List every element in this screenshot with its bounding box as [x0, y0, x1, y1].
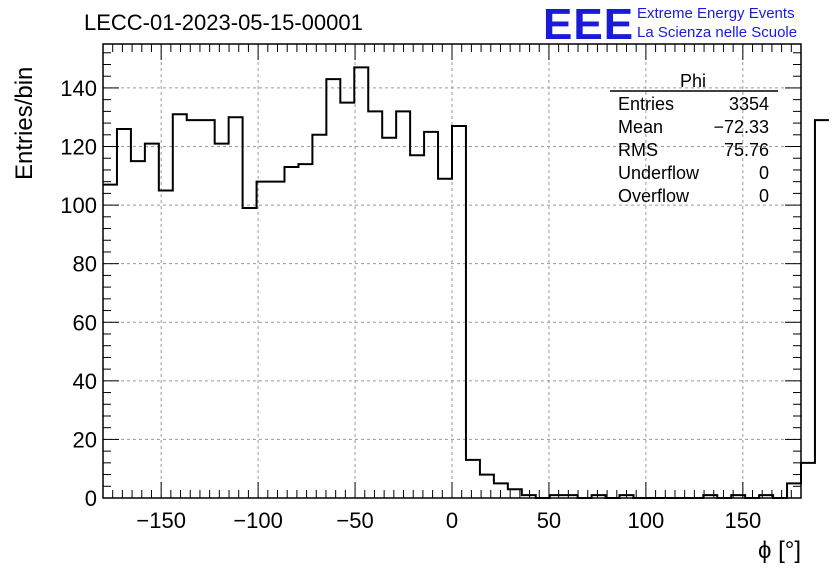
- y-tick-label: 140: [60, 76, 97, 101]
- x-tick-label: −50: [336, 508, 373, 533]
- stats-box: Phi Entries 3354 Mean −72.33 RMS 75.76 Underfl…: [610, 71, 778, 206]
- x-tick-label: −150: [136, 508, 186, 533]
- stats-row-value: 75.76: [724, 140, 769, 160]
- stats-row-value: 0: [759, 186, 769, 206]
- stats-row-value: 3354: [729, 94, 769, 114]
- x-tick-label: 150: [724, 508, 761, 533]
- page-title: LECC-01-2023-05-15-00001: [84, 10, 363, 35]
- y-tick-label: 60: [73, 310, 97, 335]
- stats-row-value: −72.33: [713, 117, 769, 137]
- grid-lines: [103, 44, 801, 498]
- stats-row-label: Overflow: [618, 186, 690, 206]
- x-axis-label: ϕ [°]: [758, 537, 801, 564]
- y-axis-label: Entries/bin: [11, 67, 38, 180]
- histogram-step-line: [103, 66, 829, 499]
- axis-tick-labels: −150 −100 −50 0 50 100 150 0 20 40 60 80 100 120 140: [60, 76, 761, 533]
- x-tick-label: 100: [628, 508, 665, 533]
- x-tick-label: −100: [233, 508, 283, 533]
- logo-subtitle-1: Extreme Energy Events: [637, 5, 795, 22]
- eee-logo: EEE: [543, 0, 635, 49]
- y-tick-label: 0: [85, 486, 97, 511]
- logo-subtitle-2: La Scienza nelle Scuole: [637, 24, 798, 41]
- y-tick-label: 40: [73, 369, 97, 394]
- stats-row-label: Mean: [618, 117, 663, 137]
- stats-row-label: Entries: [618, 94, 674, 114]
- y-tick-label: 20: [73, 427, 97, 452]
- stats-box-title: Phi: [680, 71, 706, 91]
- y-tick-label: 80: [73, 252, 97, 277]
- stats-rows: Entries 3354 Mean −72.33 RMS 75.76 Underflow 0 O…: [618, 94, 769, 206]
- stats-row-value: 0: [759, 163, 769, 183]
- y-tick-label: 100: [60, 193, 97, 218]
- stats-row-label: RMS: [618, 140, 658, 160]
- axis-ticks: [103, 44, 801, 499]
- x-tick-label: 50: [537, 508, 561, 533]
- y-tick-label: 120: [60, 135, 97, 160]
- x-tick-label: 0: [446, 508, 458, 533]
- stats-row-label: Underflow: [618, 163, 700, 183]
